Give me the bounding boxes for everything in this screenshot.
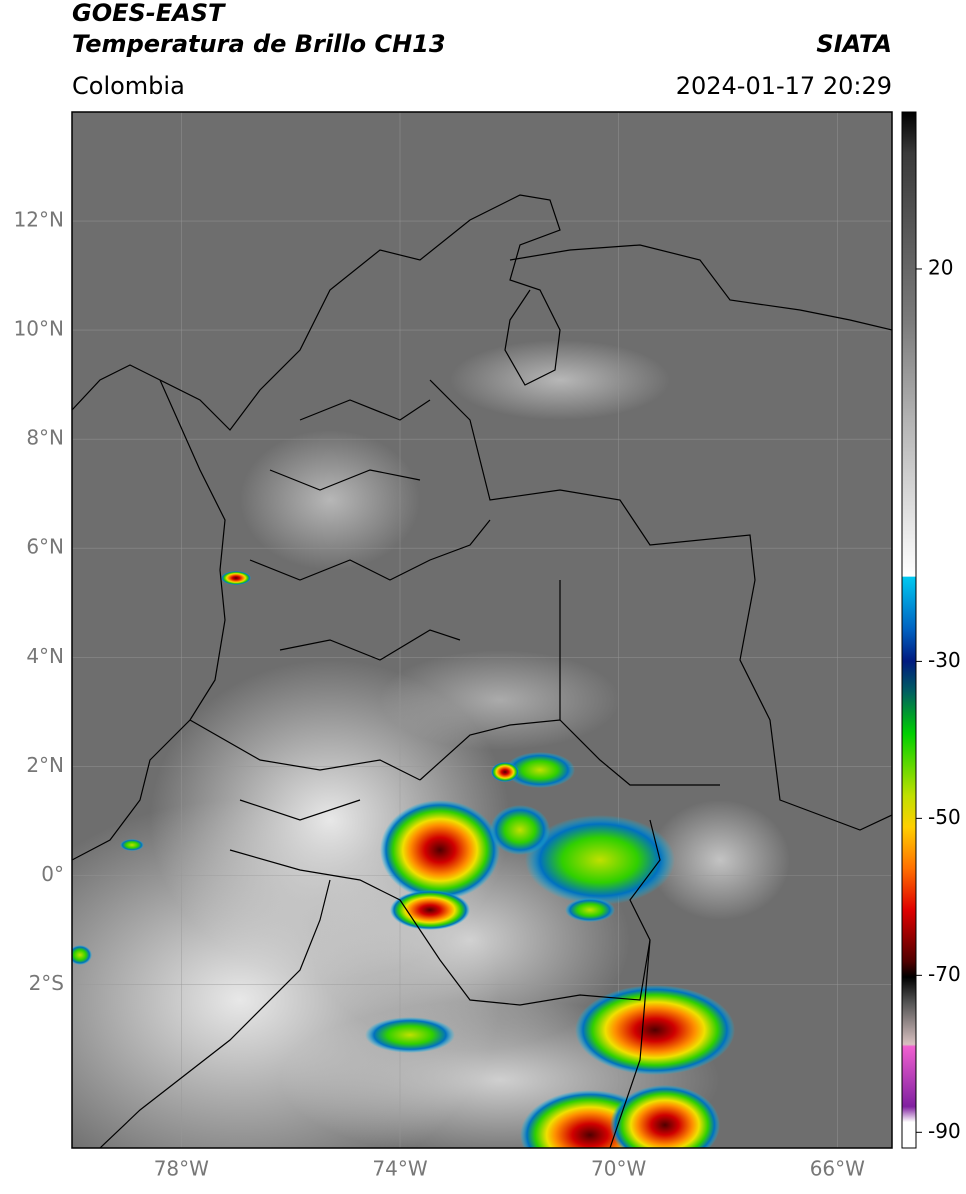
title: GOES-EAST	[72, 0, 226, 27]
source: SIATA	[816, 30, 892, 58]
borders	[72, 194, 892, 1148]
lon-label: 78°W	[154, 1157, 209, 1181]
cloud-field	[72, 340, 790, 1148]
colorbar-tick-label: -50	[928, 805, 961, 829]
lat-label: 4°N	[26, 644, 64, 668]
lat-label: 6°N	[26, 535, 64, 559]
lon-label: 74°W	[372, 1157, 427, 1181]
colorbar: 20 -30 -50 -70 -90	[901, 111, 961, 1149]
colorbar-tick-label: -90	[928, 1119, 961, 1143]
colorbar-tick-label: 20	[928, 255, 953, 279]
lat-label: 10°N	[14, 317, 64, 341]
timestamp: 2024-01-17 20:29	[676, 72, 892, 100]
map-frame	[71, 111, 893, 1149]
lat-label: 0°	[41, 862, 64, 886]
colorbar-scale	[901, 111, 917, 1149]
map-area	[72, 112, 892, 1148]
region: Colombia	[72, 72, 185, 100]
colorbar-tick-label: -30	[928, 648, 961, 672]
colorbar-tick-label: -70	[928, 962, 961, 986]
lat-label: 2°N	[26, 753, 64, 777]
lon-label: 66°W	[810, 1157, 865, 1181]
lat-label: 8°N	[26, 426, 64, 450]
lat-label: 2°S	[29, 971, 64, 995]
lat-label: 12°N	[14, 208, 64, 232]
lon-label: 70°W	[591, 1157, 646, 1181]
subtitle: Temperatura de Brillo CH13	[72, 30, 446, 58]
